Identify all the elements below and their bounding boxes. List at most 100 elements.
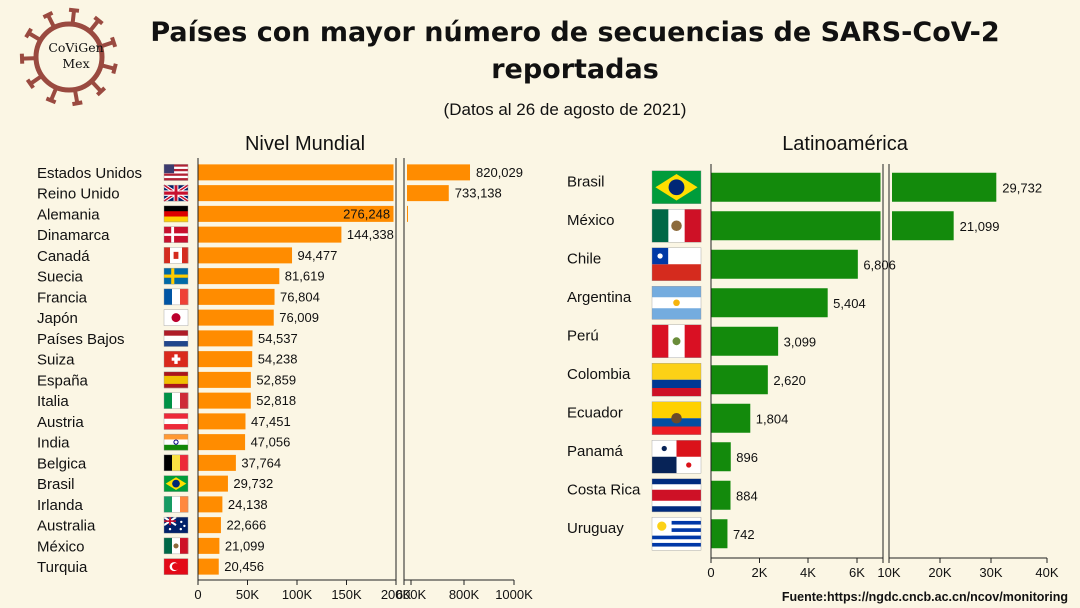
category-label: México: [567, 212, 615, 229]
category-label: Costa Rica: [567, 481, 641, 498]
data-label: 820,029: [476, 165, 523, 180]
x-tick-label: 50K: [236, 587, 259, 602]
bar: [198, 205, 394, 222]
flag-germany-icon: [163, 205, 189, 223]
bar-group: [198, 517, 221, 534]
flag-panama-icon: [651, 440, 702, 474]
flag-switzerland-icon: [163, 350, 189, 368]
data-label: 896: [736, 450, 758, 465]
category-label: Uruguay: [567, 520, 624, 537]
flag-netherlands-icon: [163, 330, 189, 347]
category-label: Austria: [37, 414, 84, 431]
data-label: 884: [736, 488, 758, 503]
data-label: 5,404: [833, 296, 866, 311]
data-label: 29,732: [1002, 180, 1042, 195]
bar-group: [711, 480, 731, 510]
axis-break-gap: [397, 156, 403, 586]
x-tick-label: 1000K: [495, 587, 533, 602]
flag-france-icon: [163, 288, 189, 306]
flag-brazil-icon: [651, 170, 702, 204]
data-label: 20,456: [224, 559, 264, 574]
data-label: 47,451: [251, 414, 291, 429]
x-tick-label: 200K: [381, 587, 412, 602]
x-tick-label: 4K: [800, 565, 816, 580]
bar-group: [198, 475, 228, 492]
bar-group: [198, 268, 280, 285]
data-label: 76,804: [280, 289, 320, 304]
flag-spain-icon: [163, 371, 189, 389]
x-tick-label: 150K: [331, 587, 362, 602]
bar: [711, 365, 768, 395]
category-label: Brasil: [567, 173, 605, 190]
flag-ireland-icon: [163, 496, 189, 513]
data-label: 733,138: [455, 186, 502, 201]
bar: [198, 413, 246, 430]
flag-denmark-icon: [163, 226, 189, 243]
data-label: 144,338: [347, 227, 394, 242]
flag-japan-icon: [163, 309, 189, 326]
category-label: Australia: [37, 518, 96, 535]
bar-group: [198, 558, 219, 575]
data-label: 21,099: [225, 538, 265, 553]
x-tick-label: 40K: [1035, 565, 1058, 580]
flag-mexico-icon: [651, 209, 702, 243]
bar: [198, 164, 394, 181]
category-label: Belgica: [37, 455, 87, 472]
x-tick-label: 800K: [449, 587, 480, 602]
bar: [198, 558, 219, 575]
bar: [198, 226, 342, 243]
data-label: 24,138: [228, 497, 268, 512]
bar: [711, 326, 779, 356]
flag-india-icon: [163, 433, 189, 451]
x-tick-label: 600K: [396, 587, 427, 602]
bar: [198, 185, 394, 202]
flag-sweden-icon: [163, 267, 189, 285]
source-text: Fuente:https://ngdc.cncb.ac.cn/ncov/moni…: [781, 590, 1068, 604]
category-label: Turquia: [37, 559, 88, 576]
bar-group: [198, 330, 253, 347]
flag-italy-icon: [163, 392, 189, 409]
data-label: 76,009: [279, 310, 319, 325]
bar: [198, 434, 246, 451]
bar: [711, 249, 858, 279]
data-label: 2,620: [773, 373, 806, 388]
logo-line1: CoViGen: [48, 40, 103, 55]
bar: [711, 403, 751, 433]
data-label: 1,804: [756, 411, 789, 426]
bar: [407, 164, 471, 181]
category-label: India: [37, 435, 70, 452]
x-tick-label: 0: [707, 565, 714, 580]
bar-group: [198, 371, 251, 388]
bar-group: [198, 434, 246, 451]
bar-group: [711, 519, 728, 549]
flag-uk-icon: [163, 183, 189, 203]
category-label: México: [37, 538, 85, 555]
bar-group: [711, 288, 828, 318]
x-tick-label: 6K: [849, 565, 865, 580]
bar: [198, 537, 220, 554]
bar: [198, 392, 251, 409]
bar-group: [711, 442, 731, 472]
bar: [198, 330, 253, 347]
flag-colombia-icon: [651, 363, 702, 397]
bar: [198, 247, 293, 264]
data-label: 22,666: [226, 518, 266, 533]
flag-costarica-icon: [651, 478, 702, 513]
bar-group: [198, 309, 274, 326]
category-label: Canadá: [37, 248, 90, 265]
data-label: 6,806: [863, 257, 896, 272]
data-label: 52,859: [256, 372, 296, 387]
bar: [892, 211, 954, 241]
latam-chart-title: Latinoamérica: [782, 133, 909, 155]
bar: [198, 309, 274, 326]
bar-group: [198, 185, 449, 202]
data-label: 52,818: [256, 393, 296, 408]
bar-group: [711, 172, 997, 202]
data-label: 47,056: [251, 435, 291, 450]
bar-group: [198, 288, 275, 305]
flag-canada-icon: [163, 247, 189, 264]
flag-ecuador-icon: [651, 401, 702, 435]
bar-group: [198, 226, 342, 243]
logo: CoViGen Mex: [14, 4, 124, 110]
